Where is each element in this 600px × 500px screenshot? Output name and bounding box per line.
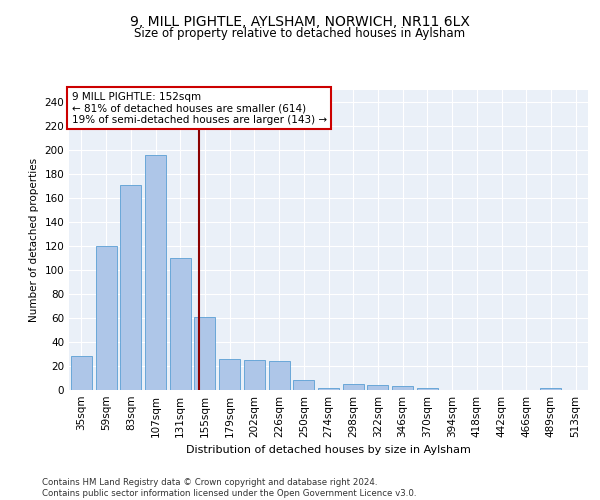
Bar xyxy=(392,386,413,390)
Bar xyxy=(269,361,290,390)
Bar xyxy=(318,388,339,390)
Bar xyxy=(194,317,215,390)
Bar xyxy=(417,388,438,390)
Text: 9, MILL PIGHTLE, AYLSHAM, NORWICH, NR11 6LX: 9, MILL PIGHTLE, AYLSHAM, NORWICH, NR11 … xyxy=(130,15,470,29)
Text: 9 MILL PIGHTLE: 152sqm
← 81% of detached houses are smaller (614)
19% of semi-de: 9 MILL PIGHTLE: 152sqm ← 81% of detached… xyxy=(71,92,327,124)
Bar xyxy=(367,385,388,390)
Text: Size of property relative to detached houses in Aylsham: Size of property relative to detached ho… xyxy=(134,28,466,40)
Bar xyxy=(541,388,562,390)
Bar xyxy=(219,359,240,390)
Bar xyxy=(120,185,141,390)
Bar xyxy=(71,356,92,390)
Bar xyxy=(343,384,364,390)
Bar xyxy=(293,380,314,390)
Bar xyxy=(170,258,191,390)
Bar xyxy=(145,155,166,390)
X-axis label: Distribution of detached houses by size in Aylsham: Distribution of detached houses by size … xyxy=(186,446,471,456)
Y-axis label: Number of detached properties: Number of detached properties xyxy=(29,158,39,322)
Bar xyxy=(244,360,265,390)
Bar xyxy=(95,246,116,390)
Text: Contains HM Land Registry data © Crown copyright and database right 2024.
Contai: Contains HM Land Registry data © Crown c… xyxy=(42,478,416,498)
